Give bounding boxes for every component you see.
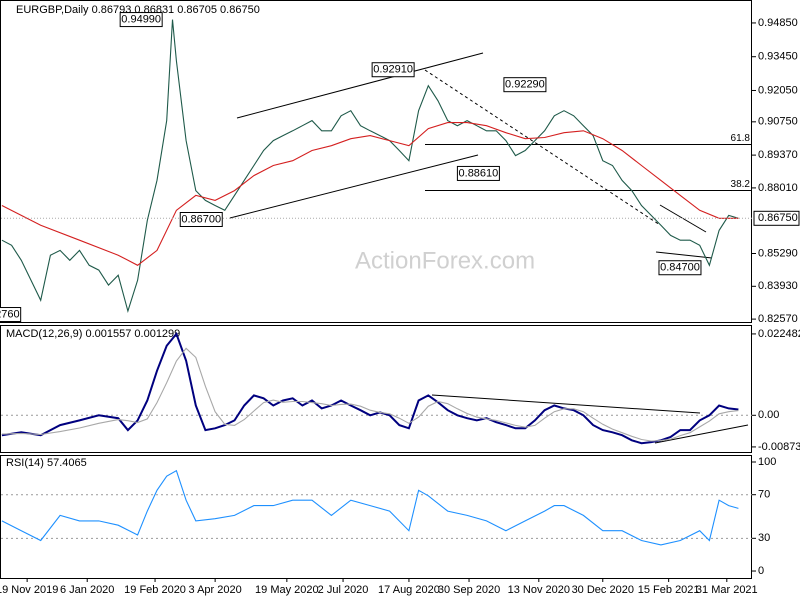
y-tick-label: 100 [758,456,776,468]
annotation-label: 0.86700 [181,213,221,225]
price-panel [0,0,752,323]
x-tick-label: 30 Dec 2020 [572,584,634,596]
trend-line [229,154,479,219]
annotation-box [371,62,415,78]
x-tick-label: 17 Aug 2020 [378,584,440,596]
y-tick-label: 30 [758,532,770,544]
x-tick-label: 2 Jul 2020 [318,584,369,596]
x-tick-label: 13 Nov 2020 [508,584,570,596]
trend-line [659,204,707,233]
macd-panel [0,325,752,453]
y-tick-label: 0.82570 [758,313,798,325]
annotation-label: 0.92910 [373,64,413,76]
annotation-box [119,12,163,28]
x-tick-label: 6 Jan 2020 [60,584,114,596]
trend-line [654,424,749,444]
fib-label: 61.8 [731,133,751,144]
annotation-label: 0.88610 [459,167,499,179]
trend-line [431,394,701,414]
y-tick-label: 0.85290 [758,247,798,259]
annotation-box [658,260,702,276]
rsi-panel [0,455,752,579]
y-tick-label: 0 [758,565,764,577]
fib-label: 38.2 [731,179,751,190]
y-tick-label: 0.92050 [758,84,798,96]
last-price-box [753,210,800,226]
y-tick-label: 0.88010 [758,182,798,194]
x-tick-label: 19 May 2020 [255,584,319,596]
rsi-title: RSI(14) 57.4065 [6,457,87,469]
y-tick-label: 70 [758,489,770,501]
series-line [1,122,739,266]
x-tick-label: 15 Feb 2021 [638,584,700,596]
annotation-box [0,307,22,323]
macd-title: MACD(12,26,9) 0.001557 0.001299 [6,328,180,340]
x-tick-label: 19 Nov 2019 [0,584,58,596]
last-price-label: 0.86750 [758,212,798,224]
annotation-label: 0.82760 [0,308,20,320]
annotation-label: 0.92290 [505,79,545,91]
watermark: ActionForex.com [355,247,535,274]
x-tick-label: 30 Sep 2020 [438,584,500,596]
annotation-box [456,165,500,181]
annotation-box [503,77,547,93]
y-tick-label: 0.89370 [758,149,798,161]
series-line [1,347,739,442]
y-tick-label: 0.00 [758,409,779,421]
x-tick-label: 31 Mar 2021 [696,584,758,596]
y-tick-label: 0.94850 [758,17,798,29]
series-line [1,331,739,445]
series-line [1,19,739,314]
chart-title: EURGBP,Daily 0.86793 0.86831 0.86705 0.8… [16,4,260,16]
series-line [1,469,739,546]
x-tick-label: 19 Feb 2020 [124,584,186,596]
annotation-label: 0.94990 [121,13,161,25]
y-tick-label: -0.008736 [758,441,800,453]
annotation-label: 0.84700 [660,262,700,274]
y-tick-label: 0.022482 [758,328,800,340]
x-tick-label: 3 Apr 2020 [189,584,242,596]
trend-line [655,251,713,259]
y-tick-label: 0.93450 [758,51,798,63]
trend-line [424,69,661,226]
annotation-box [179,212,223,228]
y-tick-label: 0.90750 [758,116,798,128]
y-tick-label: 0.83930 [758,280,798,292]
trend-line [236,52,484,119]
